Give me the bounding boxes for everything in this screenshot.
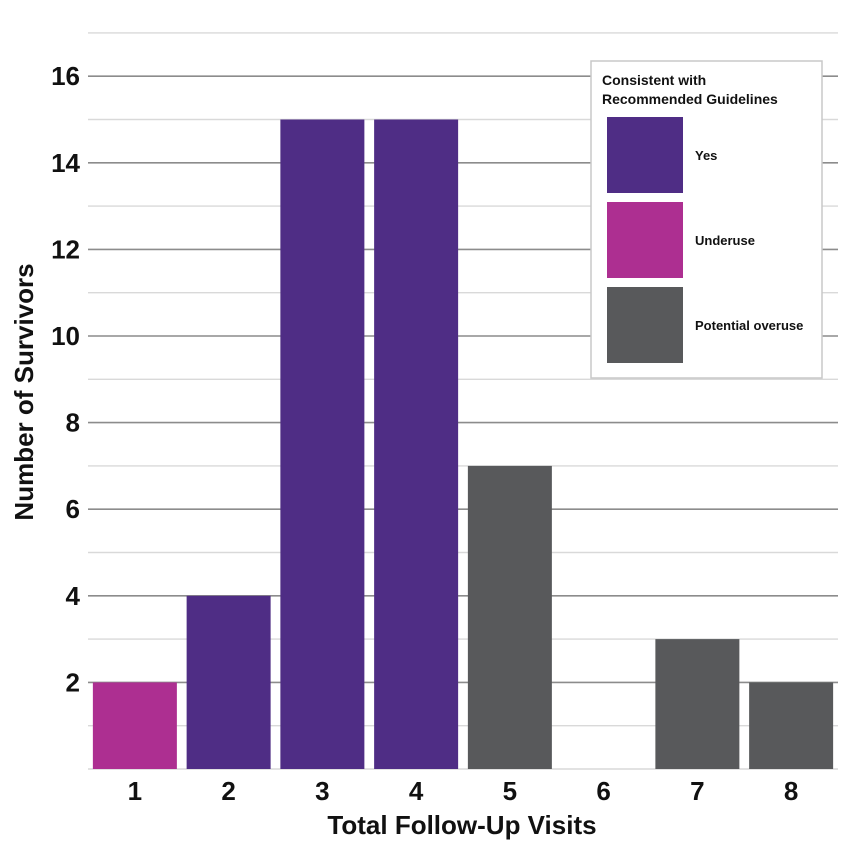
x-tick-label: 7	[690, 776, 704, 806]
legend-swatch	[607, 117, 683, 193]
y-tick-label: 8	[66, 408, 80, 438]
bar-8	[749, 682, 834, 769]
y-tick-label: 12	[51, 234, 80, 264]
x-axis-title: Total Follow-Up Visits	[327, 810, 596, 840]
y-tick-label: 10	[51, 321, 80, 351]
legend-title-line-2: Recommended Guidelines	[602, 91, 778, 107]
x-tick-label: 6	[596, 776, 610, 806]
x-tick-label: 8	[784, 776, 798, 806]
y-axis-title: Number of Survivors	[9, 263, 39, 520]
bar-4	[374, 119, 459, 769]
x-tick-label: 1	[128, 776, 142, 806]
x-tick-label: 2	[221, 776, 235, 806]
y-tick-label: 4	[66, 581, 81, 611]
bars	[92, 119, 834, 769]
legend: Consistent with Recommended Guidelines Y…	[590, 60, 823, 379]
x-tick-label: 5	[503, 776, 517, 806]
y-tick-label: 2	[66, 667, 80, 697]
y-tick-label: 16	[51, 61, 80, 91]
legend-title-line-1: Consistent with	[602, 72, 706, 88]
bar-7	[655, 639, 740, 769]
x-tick-label: 3	[315, 776, 329, 806]
legend-label: Potential overuse	[695, 318, 803, 333]
y-tick-label: 14	[51, 148, 80, 178]
bar-3	[280, 119, 365, 769]
y-tick-label: 6	[66, 494, 80, 524]
x-tick-label: 4	[409, 776, 424, 806]
legend-swatch	[607, 287, 683, 363]
bar-2	[186, 595, 271, 769]
bar-1	[92, 682, 177, 769]
legend-label: Yes	[695, 148, 717, 163]
legend-items: Yes Underuse Potential overuse	[607, 117, 803, 363]
legend-label: Underuse	[695, 233, 755, 248]
bar-5	[467, 465, 552, 769]
legend-swatch	[607, 202, 683, 278]
